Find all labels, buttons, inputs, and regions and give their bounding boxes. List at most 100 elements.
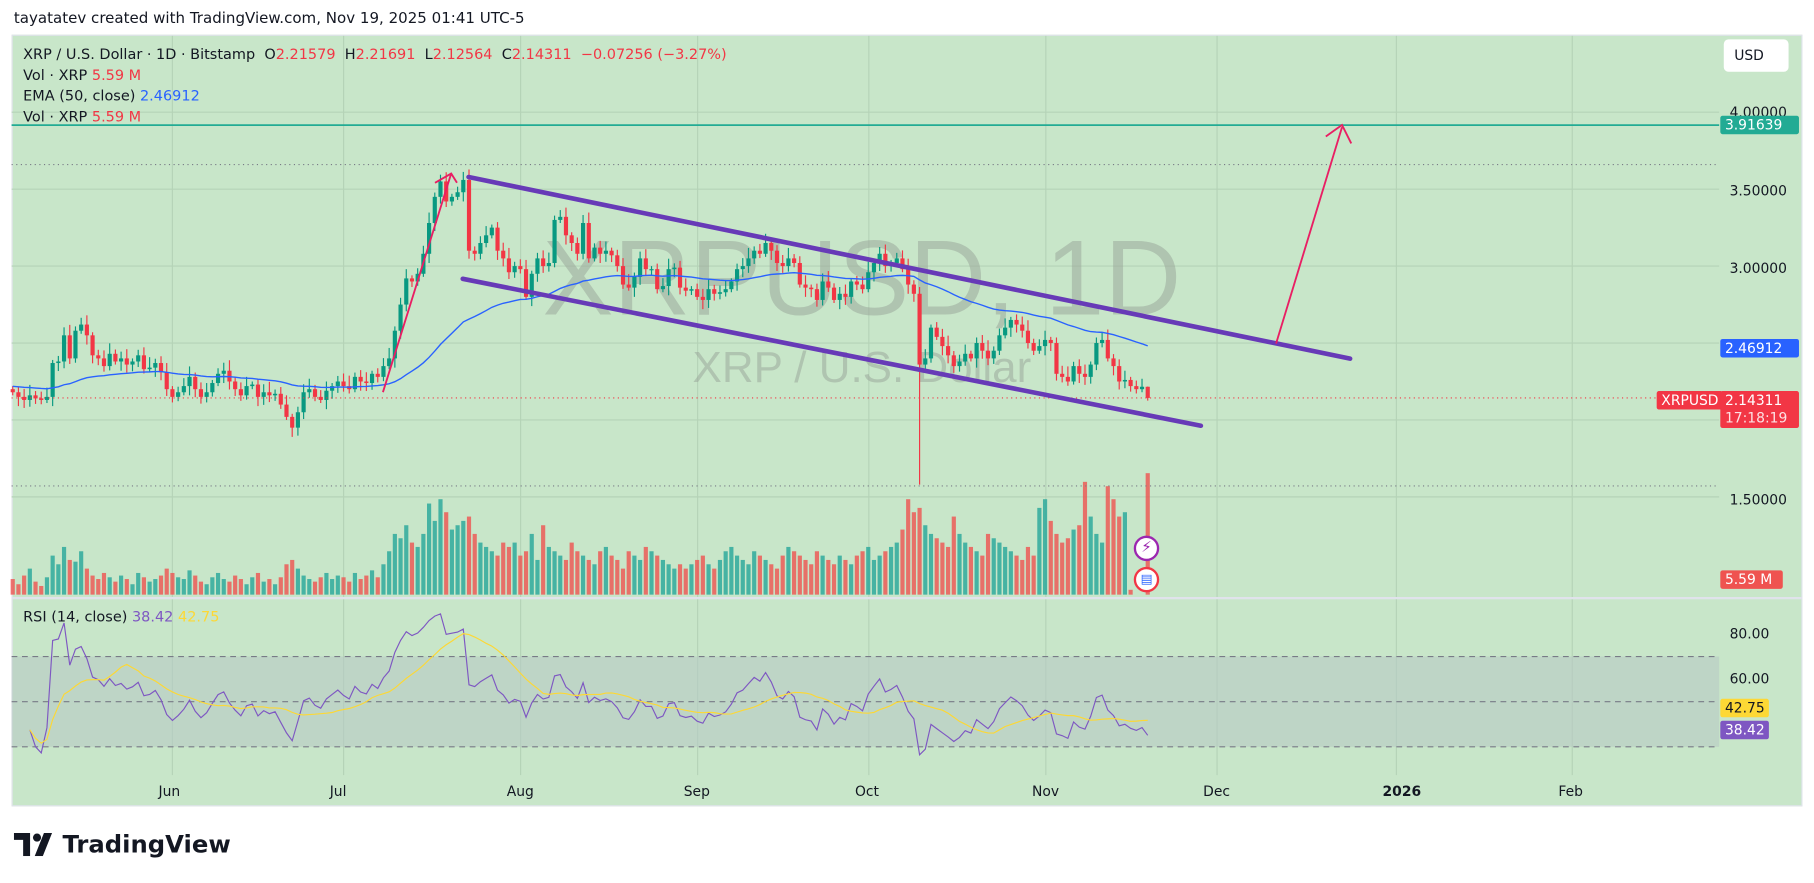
currency-button[interactable]: USD [1723,39,1789,72]
last-price-tag: 2.14311 17:18:19 [1720,391,1799,429]
candle-body [792,258,797,264]
low-value: 2.12564 [432,45,493,63]
volume-bar [295,568,300,595]
candle-body [963,353,968,362]
bar-countdown: 17:18:19 [1724,409,1788,426]
volume-bar [860,551,865,595]
ema-price-tag: 2.46912 [1720,338,1799,358]
candle-body [478,243,483,254]
candle-body [1082,373,1088,377]
volume-bar [489,551,494,595]
lightning-icon[interactable]: ⚡ [1133,535,1160,562]
logo-text: TradingView [62,830,231,859]
volume-bar [312,581,318,595]
candle-body [318,396,323,400]
candle-body [449,196,454,202]
watermark-symbol: XRPUSD, 1D [543,219,1182,338]
candle-body [233,381,238,390]
volume-bar [1105,486,1110,595]
volume-bar [792,551,797,595]
candle-body [1100,339,1105,344]
volume-bar [883,551,888,595]
us-flag-icon[interactable]: ▤ [1133,566,1160,593]
candle-body [946,346,951,356]
volume-bar [158,575,164,595]
candle-body [506,258,512,273]
rsi-label[interactable]: RSI (14, close) [23,607,128,625]
volume-bar [888,546,894,595]
volume-bar [1077,525,1082,595]
candle-body [244,386,249,396]
volume-bar [917,507,922,595]
volume-bar [1025,546,1031,595]
volume-bar [16,584,21,595]
candle-body [1020,324,1025,331]
volume-label-2[interactable]: Vol · XRP [23,107,88,125]
rsi-band [11,596,1803,748]
volume-tag: 5.59 M [1720,570,1783,589]
volume-bar [558,555,563,595]
volume-bar [523,551,529,595]
volume-bar [666,564,671,595]
volume-bar [797,555,802,595]
candle-body [369,373,375,384]
volume-bar [90,575,95,595]
volume-bar [843,559,848,595]
candle-body [141,355,146,370]
tradingview-logo[interactable]: TradingView [13,830,231,859]
volume-bar [10,579,15,595]
volume-bar [598,551,603,595]
volume-bar [752,551,757,595]
volume-bar [615,559,620,595]
volume-bar [181,579,186,595]
volume-bar [375,577,380,595]
candle-body [312,389,318,397]
candle-body [843,293,848,297]
volume-bar [1071,529,1076,595]
candle-body [660,286,666,290]
candle-body [957,361,962,367]
candle-body [643,258,648,270]
volume-bar [763,559,768,595]
volume-bar [894,542,899,595]
candle-body [1134,386,1139,390]
candle-body [1111,358,1116,367]
candle-body [198,389,204,397]
legend-symbol[interactable]: XRP / U.S. Dollar · 1D · Bitstamp [23,45,256,63]
volume-bar [233,575,238,595]
volume-bar [1060,542,1065,595]
volume-bar [569,542,574,595]
volume-bar [586,559,591,595]
volume-bar [689,564,694,595]
price-tick: 1.50000 [1729,491,1787,508]
volume-bar [61,546,67,595]
volume-bar [472,533,477,595]
candle-body [683,287,688,291]
candle-body [33,395,38,399]
candle-body [84,324,89,336]
candle-body [261,392,266,397]
volume-bar [404,525,409,595]
volume-bar [786,546,791,595]
ema-label[interactable]: EMA (50, close) [23,86,136,105]
candle-body [866,272,871,290]
candle-body [541,258,546,267]
volume-label[interactable]: Vol · XRP [23,65,88,84]
volume-bar [638,559,643,595]
candle-body [1037,346,1042,351]
candle-body [769,243,774,251]
volume-bar [466,516,472,595]
volume-bar [957,533,962,595]
volume-bar [341,577,346,595]
volume-bar [324,572,329,595]
volume-bar [575,551,580,595]
candle-body [746,258,751,267]
candle-body [831,287,837,300]
candle-body [113,353,118,362]
volume-bar [506,546,512,595]
volume-bar [563,559,569,595]
candle-body [164,372,169,390]
volume-bar [136,572,141,595]
